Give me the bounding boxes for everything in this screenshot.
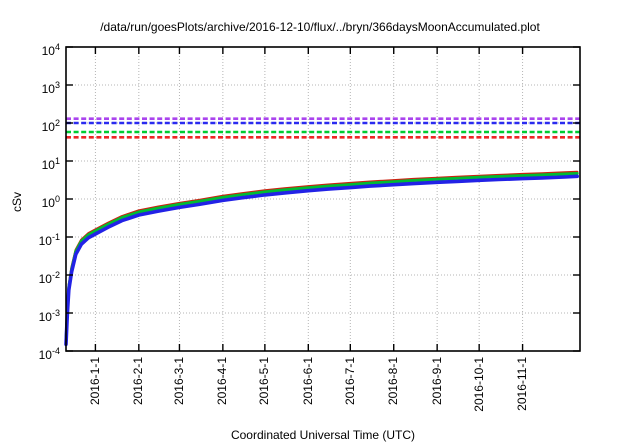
x-tick-label: 2016-6-1 xyxy=(300,357,315,406)
x-axis-label: Coordinated Universal Time (UTC) xyxy=(230,428,416,442)
y-tick-label: 101 xyxy=(41,156,60,172)
plot-frame xyxy=(65,46,581,352)
series-blue-line xyxy=(64,174,579,347)
x-tick-label: 2016-1-1 xyxy=(87,357,102,406)
x-tick-label: 2016-11-1 xyxy=(515,357,530,411)
y-tick-label: 103 xyxy=(41,80,60,96)
x-tick-label: 2016-9-1 xyxy=(429,357,444,406)
series-red-line xyxy=(64,170,579,341)
y-tick-label: 10-4 xyxy=(38,346,60,362)
x-tick-label: 2016-3-1 xyxy=(171,357,186,406)
x-tick-label: 2016-4-1 xyxy=(215,357,230,406)
y-tick-label: 10-3 xyxy=(38,308,60,324)
series-green-line xyxy=(64,172,579,343)
x-tick-label: 2016-2-1 xyxy=(131,357,146,406)
y-tick-label: 104 xyxy=(41,42,60,58)
y-tick-label: 100 xyxy=(41,194,60,210)
y-tick-label: 102 xyxy=(41,118,60,134)
x-tick-label: 2016-8-1 xyxy=(386,357,401,406)
x-tick-label: 2016-7-1 xyxy=(342,357,357,406)
y-tick-label: 10-2 xyxy=(38,270,60,286)
x-tick-label: 2016-10-1 xyxy=(471,357,486,412)
y-tick-label: 10-1 xyxy=(38,232,60,248)
plot-title: /data/run/goesPlots/archive/2016-12-10/f… xyxy=(100,20,540,34)
x-tick-label: 2016-5-1 xyxy=(257,357,272,406)
